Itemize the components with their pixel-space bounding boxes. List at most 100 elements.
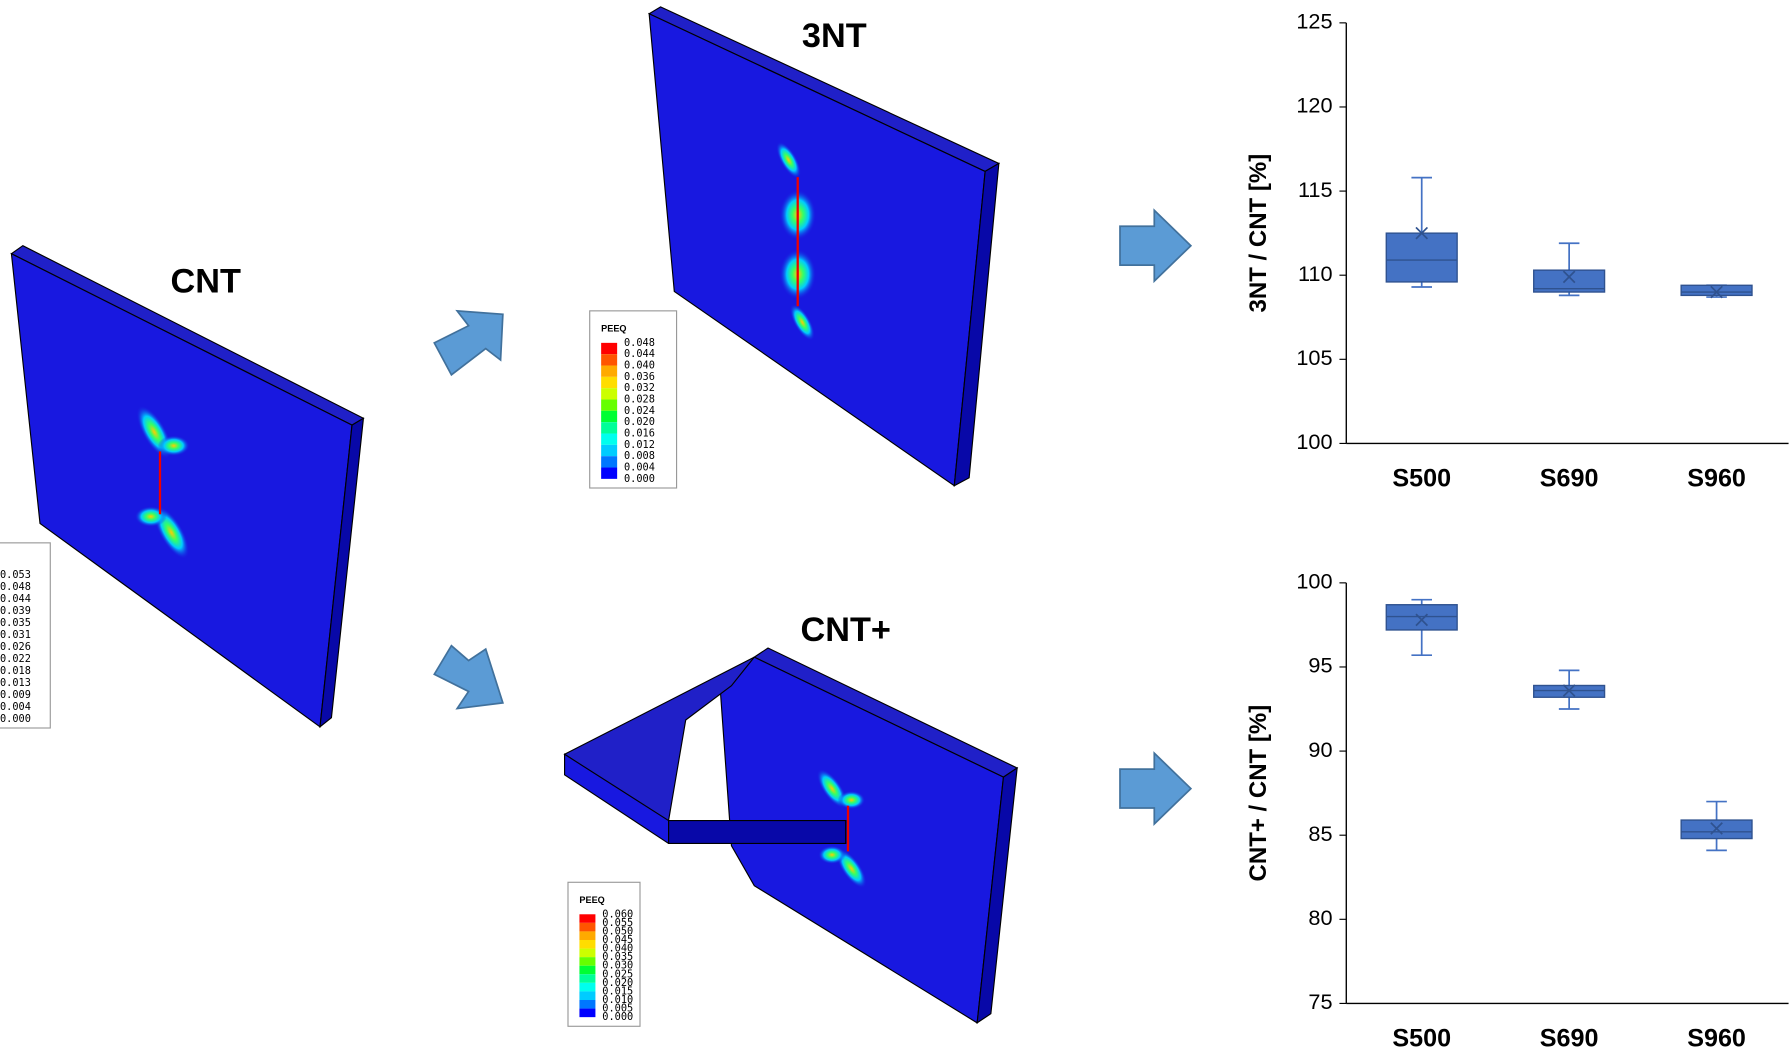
- cnt-plus-model: [563, 647, 1019, 1025]
- legend-swatch: [579, 931, 596, 940]
- y-tick-label: 100: [1296, 429, 1332, 454]
- x-tick-label: S500: [1392, 465, 1451, 493]
- panel-label: 3NT: [802, 17, 867, 55]
- y-tick-label: 95: [1308, 653, 1332, 678]
- lower-whisker: [1411, 629, 1432, 657]
- x-tick-label: S690: [1540, 465, 1599, 493]
- legend-value: 0.015: [602, 985, 633, 997]
- legend-swatch: [601, 444, 618, 457]
- legend-value: 0.045: [602, 934, 633, 946]
- lower-whisker: [1558, 697, 1580, 710]
- legend-value: 0.020: [624, 416, 655, 428]
- legend-swatch: [579, 974, 596, 983]
- legend-value: 0.009: [0, 689, 31, 701]
- legend-value: 0.000: [602, 1011, 633, 1023]
- legend-box: [0, 542, 51, 729]
- legend-swatch: [601, 467, 618, 479]
- legend-value: 0.048: [624, 337, 655, 349]
- legend-value: 0.004: [0, 701, 31, 713]
- legend-swatch: [579, 914, 596, 923]
- y-tick-label: 90: [1308, 737, 1332, 762]
- upper-whisker: [1558, 242, 1580, 271]
- y-tick-label: 125: [1296, 9, 1332, 34]
- legend-swatch: [579, 940, 596, 949]
- legend-value: 0.013: [0, 677, 31, 689]
- y-tick-label: 100: [1296, 569, 1332, 594]
- legend-value: 0.044: [624, 348, 655, 360]
- legend-title: PEEQ: [579, 895, 604, 905]
- legend-swatch: [579, 982, 596, 992]
- legend-swatch: [601, 365, 618, 377]
- legend-value: 0.039: [0, 605, 31, 617]
- legend-swatch: [601, 456, 618, 468]
- y-tick-label: 115: [1298, 177, 1333, 202]
- legend-value: 0.026: [0, 641, 31, 653]
- legend-value: 0.036: [624, 371, 655, 383]
- legend-swatch: [601, 399, 618, 411]
- panel-label: CNT: [170, 262, 240, 300]
- mean-marker: [1562, 270, 1576, 284]
- legend-swatch: [579, 1008, 596, 1018]
- legend-value: 0.020: [602, 977, 633, 989]
- legend-value: 0.000: [0, 713, 31, 725]
- mean-marker: [1562, 684, 1576, 697]
- legend-value: 0.053: [0, 569, 31, 581]
- legend-value: 0.031: [0, 629, 31, 641]
- upper-whisker: [1558, 669, 1580, 686]
- mean-marker: [1710, 285, 1723, 299]
- box: [1533, 269, 1606, 293]
- y-axis-title: 3NT / CNT [%]: [1245, 154, 1272, 313]
- box: [1385, 232, 1458, 283]
- legend-value: 0.040: [624, 360, 655, 372]
- x-tick-label: S690: [1540, 1025, 1599, 1053]
- legend-value: 0.035: [0, 617, 31, 629]
- legend-value: 0.010: [602, 994, 633, 1006]
- legend-swatch: [601, 410, 618, 423]
- y-tick-label: 85: [1308, 821, 1332, 846]
- legend-value: 0.022: [0, 653, 31, 665]
- mean-marker: [1710, 822, 1723, 835]
- legend-value: 0.050: [602, 925, 633, 937]
- legend-value: 0.028: [624, 394, 655, 406]
- legend-value: 0.016: [624, 428, 655, 440]
- legend-swatch: [601, 342, 618, 355]
- legend-value: 0.030: [602, 960, 633, 972]
- arrows: [433, 208, 1193, 827]
- legend-swatch: [601, 388, 618, 400]
- box: [1385, 604, 1458, 631]
- legend-title: PEEQ: [601, 324, 626, 334]
- lower-whisker: [1411, 281, 1432, 288]
- upper-whisker: [1411, 598, 1432, 605]
- mean-marker: [1415, 613, 1429, 627]
- x-tick-label: S960: [1687, 465, 1746, 493]
- legend-value: 0.025: [602, 968, 633, 980]
- legend-value: 0.008: [624, 450, 655, 462]
- legend-swatch: [601, 354, 618, 366]
- box: [1680, 284, 1753, 297]
- x-tick-label: S500: [1392, 1025, 1451, 1053]
- y-tick-label: 120: [1296, 93, 1332, 118]
- legend-swatch: [601, 433, 618, 445]
- y-tick-label: 80: [1308, 905, 1332, 930]
- legend-value: 0.032: [624, 382, 655, 394]
- legend-value: 0.044: [0, 593, 31, 605]
- legend-swatch: [579, 965, 596, 975]
- cnt-model: [10, 245, 365, 729]
- x-tick-label: S960: [1687, 1025, 1746, 1053]
- y-tick-label: 75: [1308, 989, 1332, 1014]
- legend-swatch: [579, 922, 596, 932]
- legend-value: 0.055: [602, 917, 633, 929]
- legend-value: 0.005: [602, 1003, 633, 1015]
- upper-whisker: [1411, 176, 1432, 234]
- legend-value: 0.018: [0, 665, 31, 677]
- upper-whisker: [1706, 800, 1727, 821]
- legend-value: 0.048: [0, 581, 31, 593]
- legend-value: 0.004: [624, 462, 655, 474]
- legend-value: 0.035: [602, 951, 633, 963]
- legend-swatch: [601, 376, 618, 389]
- legend-value: 0.060: [602, 908, 633, 920]
- y-axis-title: CNT+ / CNT [%]: [1245, 705, 1272, 882]
- legend-swatch: [601, 422, 618, 434]
- legend-value: 0.000: [624, 473, 655, 485]
